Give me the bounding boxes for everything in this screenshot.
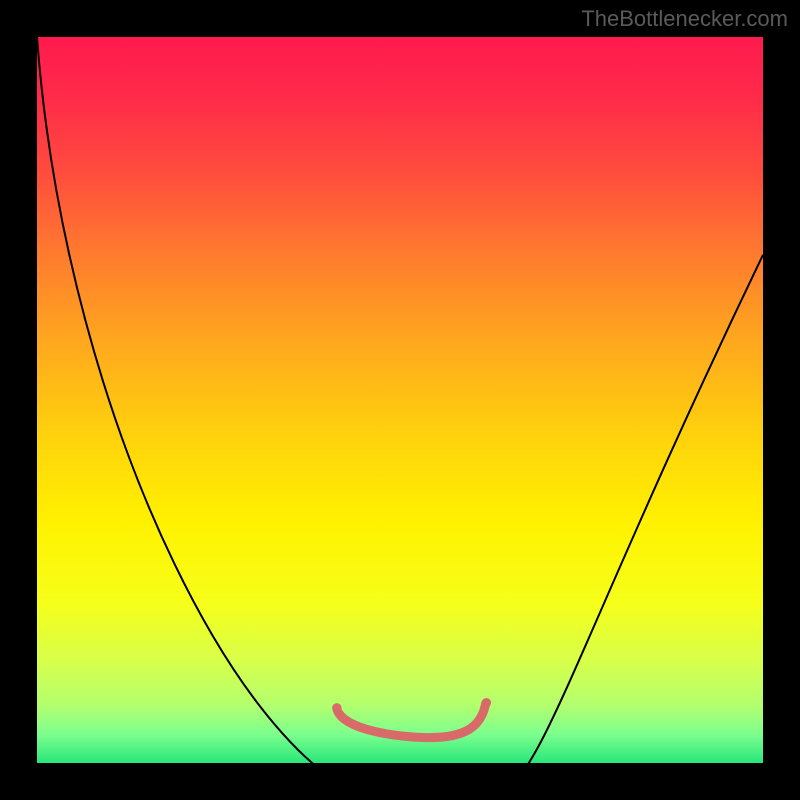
gradient-background xyxy=(37,37,763,763)
highlight-end-dot xyxy=(332,703,341,712)
plot-area xyxy=(37,37,763,763)
highlight-end-dot xyxy=(482,698,491,707)
chart-svg xyxy=(37,37,763,763)
chart-frame: TheBottlenecker.com xyxy=(0,0,800,800)
attribution-text: TheBottlenecker.com xyxy=(581,6,788,32)
